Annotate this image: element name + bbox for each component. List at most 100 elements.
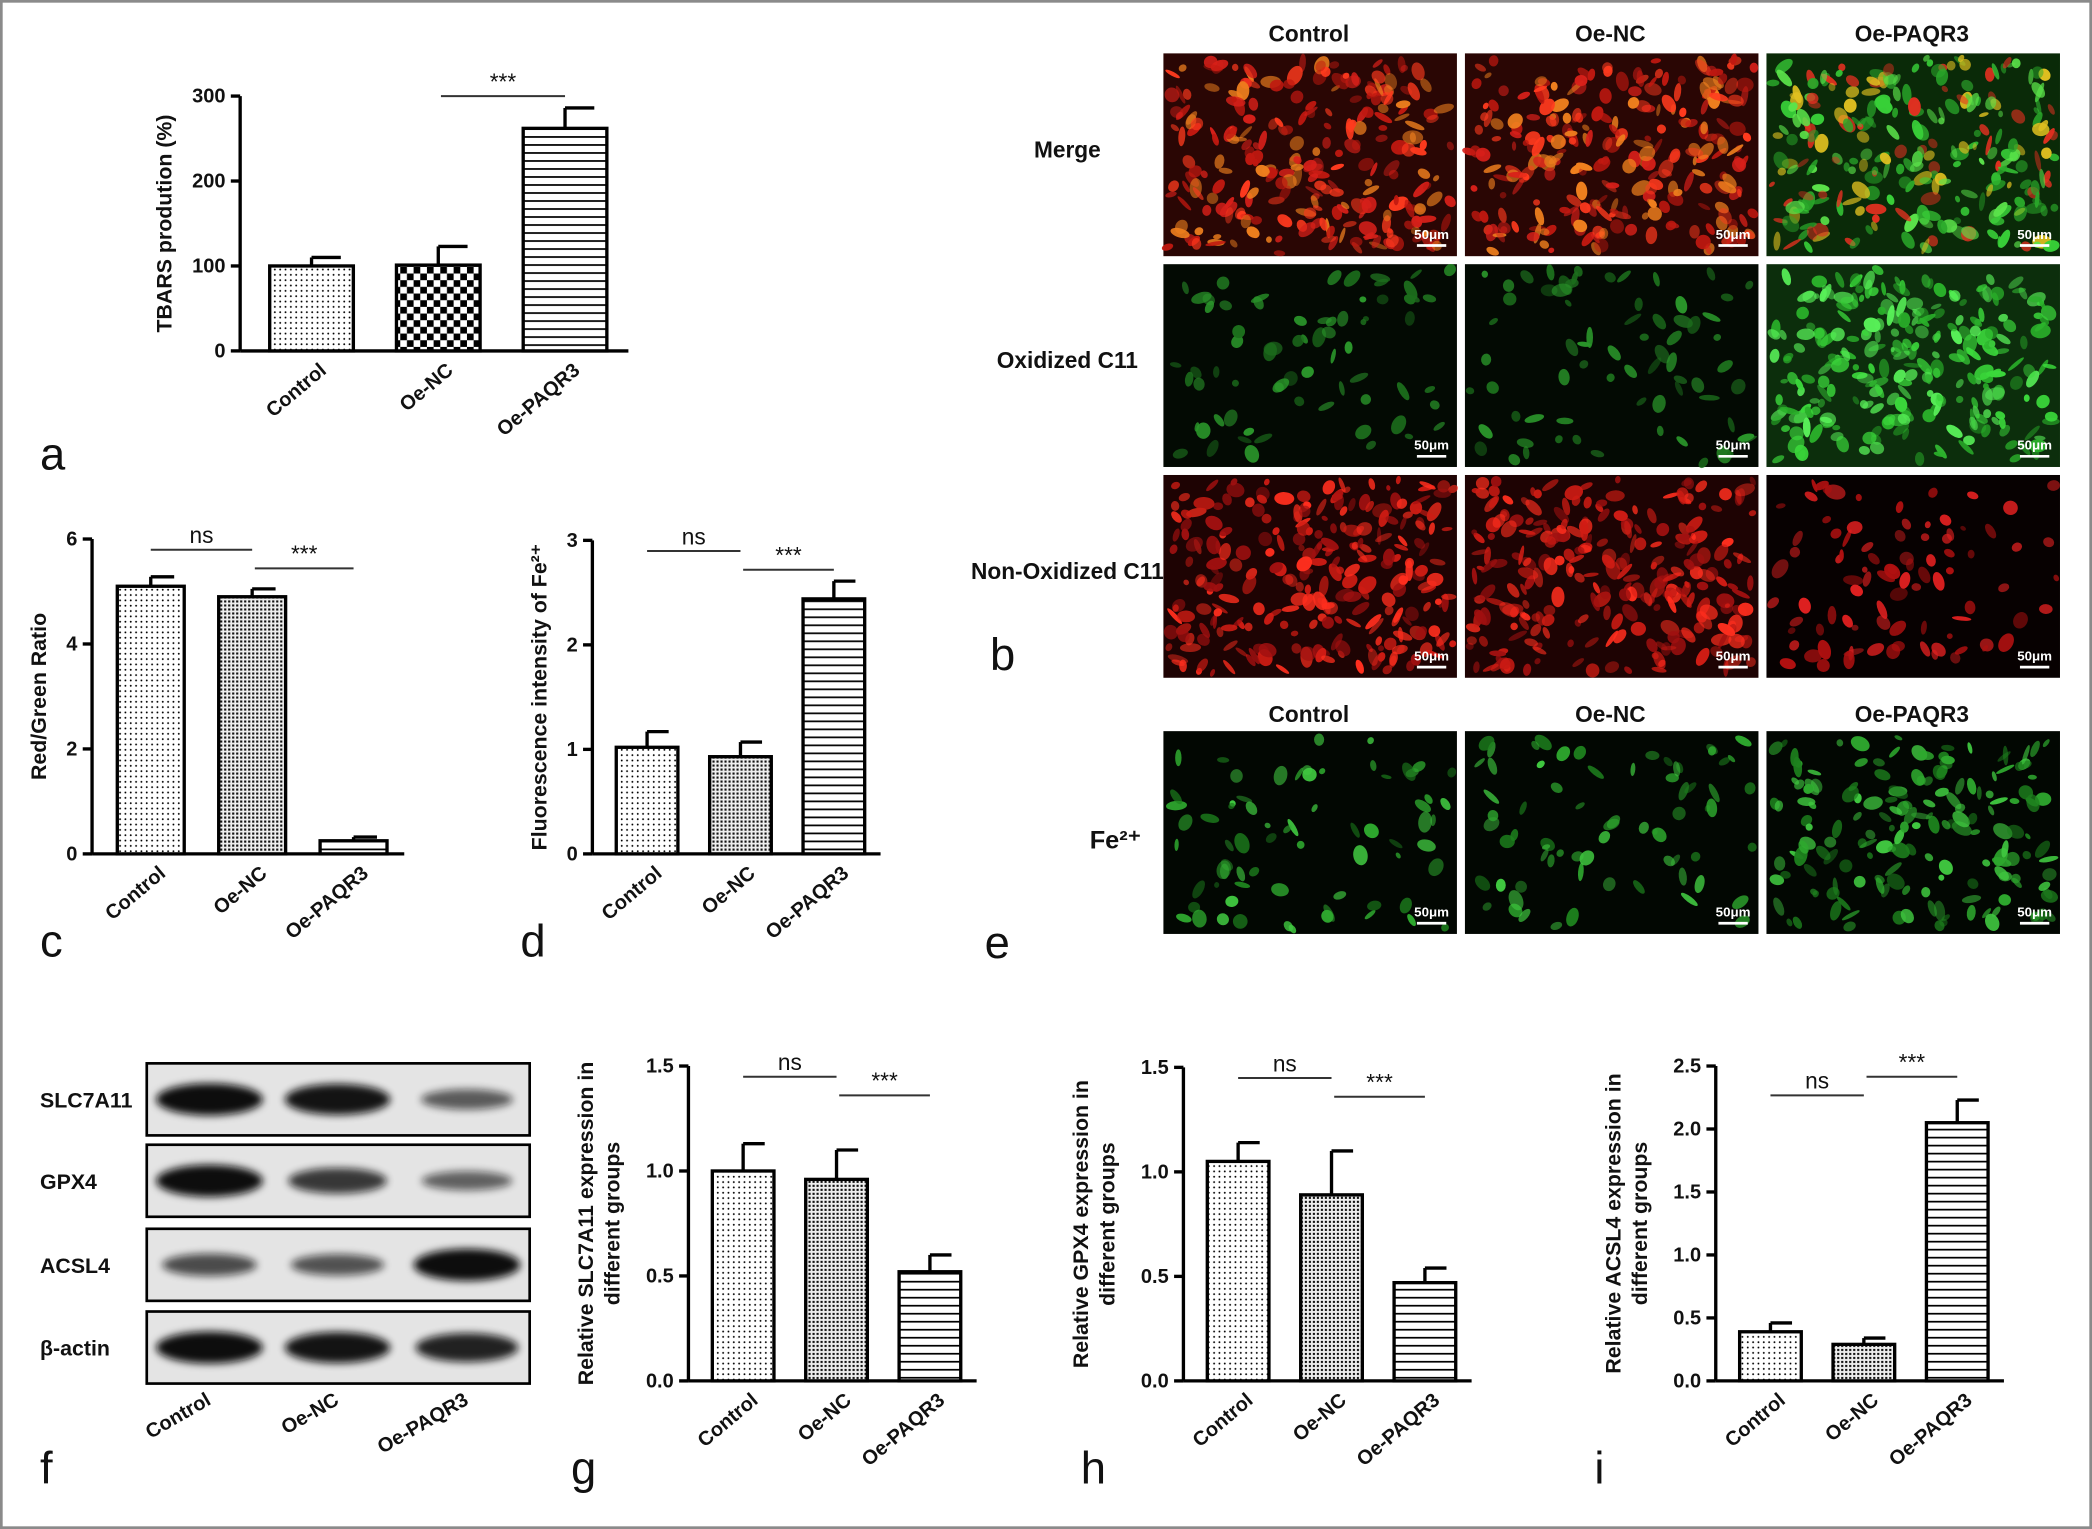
cell — [1998, 313, 2008, 322]
cell — [1523, 557, 1532, 567]
cell — [1169, 544, 1178, 555]
cell — [1731, 589, 1750, 599]
cell — [1371, 235, 1382, 249]
cell — [1928, 815, 1940, 834]
cell — [1213, 234, 1222, 240]
bar — [217, 595, 288, 856]
cell — [1931, 63, 1946, 78]
cell — [1228, 90, 1243, 99]
cell — [2047, 480, 2060, 491]
cell — [1362, 185, 1380, 196]
cell — [1474, 124, 1483, 135]
cell — [1316, 498, 1327, 516]
cell — [1322, 137, 1331, 149]
cell — [1998, 583, 2010, 593]
cell — [1960, 189, 1978, 199]
cell — [2034, 150, 2042, 172]
cell — [1973, 129, 1981, 138]
cell — [1441, 923, 1449, 932]
cell — [1579, 850, 1595, 866]
cell — [1846, 335, 1860, 343]
cell — [1606, 815, 1621, 829]
cell — [1372, 59, 1383, 68]
cell — [1851, 116, 1863, 128]
cell — [1239, 126, 1253, 139]
cell — [1249, 866, 1260, 877]
cell — [1886, 125, 1900, 140]
cell — [1415, 626, 1427, 640]
cell — [1350, 822, 1360, 838]
cell — [1251, 216, 1262, 225]
scale-bar-label: 50μm — [1414, 905, 1449, 920]
cell — [1271, 883, 1289, 897]
cell — [1978, 157, 1985, 165]
cell — [1779, 406, 1800, 415]
cell — [2001, 840, 2009, 858]
cell — [1941, 85, 1949, 93]
cell — [1336, 204, 1349, 214]
cell — [1171, 511, 1182, 523]
cell — [2032, 112, 2043, 128]
cell — [1499, 657, 1515, 674]
cell — [1843, 650, 1855, 670]
cell — [1613, 629, 1627, 644]
cell — [1594, 238, 1609, 253]
cell — [1998, 633, 2014, 652]
cell — [1374, 78, 1384, 97]
cell — [1603, 65, 1613, 77]
cell — [1861, 542, 1874, 553]
cell — [1185, 111, 1198, 125]
cell — [1884, 862, 1902, 876]
cell — [1796, 306, 1809, 320]
cell — [1358, 221, 1377, 236]
cell — [1539, 240, 1550, 249]
cell — [1747, 575, 1754, 591]
cell — [1845, 75, 1860, 87]
cell — [2025, 202, 2047, 214]
cell — [1868, 363, 1875, 374]
cell — [1648, 199, 1657, 208]
cell — [1694, 875, 1705, 894]
cell — [1906, 558, 1915, 571]
cell — [1650, 58, 1662, 64]
cell — [1617, 270, 1631, 283]
cell — [1396, 498, 1408, 509]
cell — [1175, 85, 1186, 104]
cell — [1640, 593, 1655, 604]
cell — [1933, 308, 1945, 319]
cell — [1346, 119, 1357, 131]
cell — [1652, 313, 1667, 330]
cell — [1876, 570, 1896, 583]
cell — [1487, 757, 1498, 775]
cell — [2012, 877, 2022, 888]
cell — [1234, 207, 1246, 220]
cell — [1859, 400, 1869, 409]
cell — [1310, 195, 1319, 209]
cell — [1370, 92, 1382, 106]
cell — [1473, 532, 1485, 544]
cell — [1303, 207, 1317, 219]
cell — [1174, 838, 1179, 851]
cell — [2031, 82, 2046, 98]
y-axis-label: Fluorescence intensity of Fe²⁺ — [527, 544, 551, 850]
cell — [1290, 90, 1304, 104]
cell — [1417, 168, 1431, 179]
cell — [1488, 485, 1500, 497]
cell — [1644, 135, 1652, 142]
cell — [1879, 812, 1892, 822]
cell — [1603, 605, 1611, 621]
significance-label: *** — [291, 541, 318, 567]
cell — [1181, 528, 1190, 541]
cell — [1577, 614, 1589, 624]
cell — [1672, 806, 1686, 821]
cell — [1193, 496, 1215, 510]
cell — [1389, 838, 1403, 849]
cell — [1935, 395, 1947, 407]
y-tick-label: 1.5 — [646, 1056, 674, 1078]
cell — [1196, 603, 1212, 615]
cell — [1805, 823, 1813, 831]
cell — [1843, 575, 1864, 586]
cell — [1627, 97, 1640, 109]
cell — [1982, 286, 1993, 303]
cell — [2009, 798, 2020, 805]
